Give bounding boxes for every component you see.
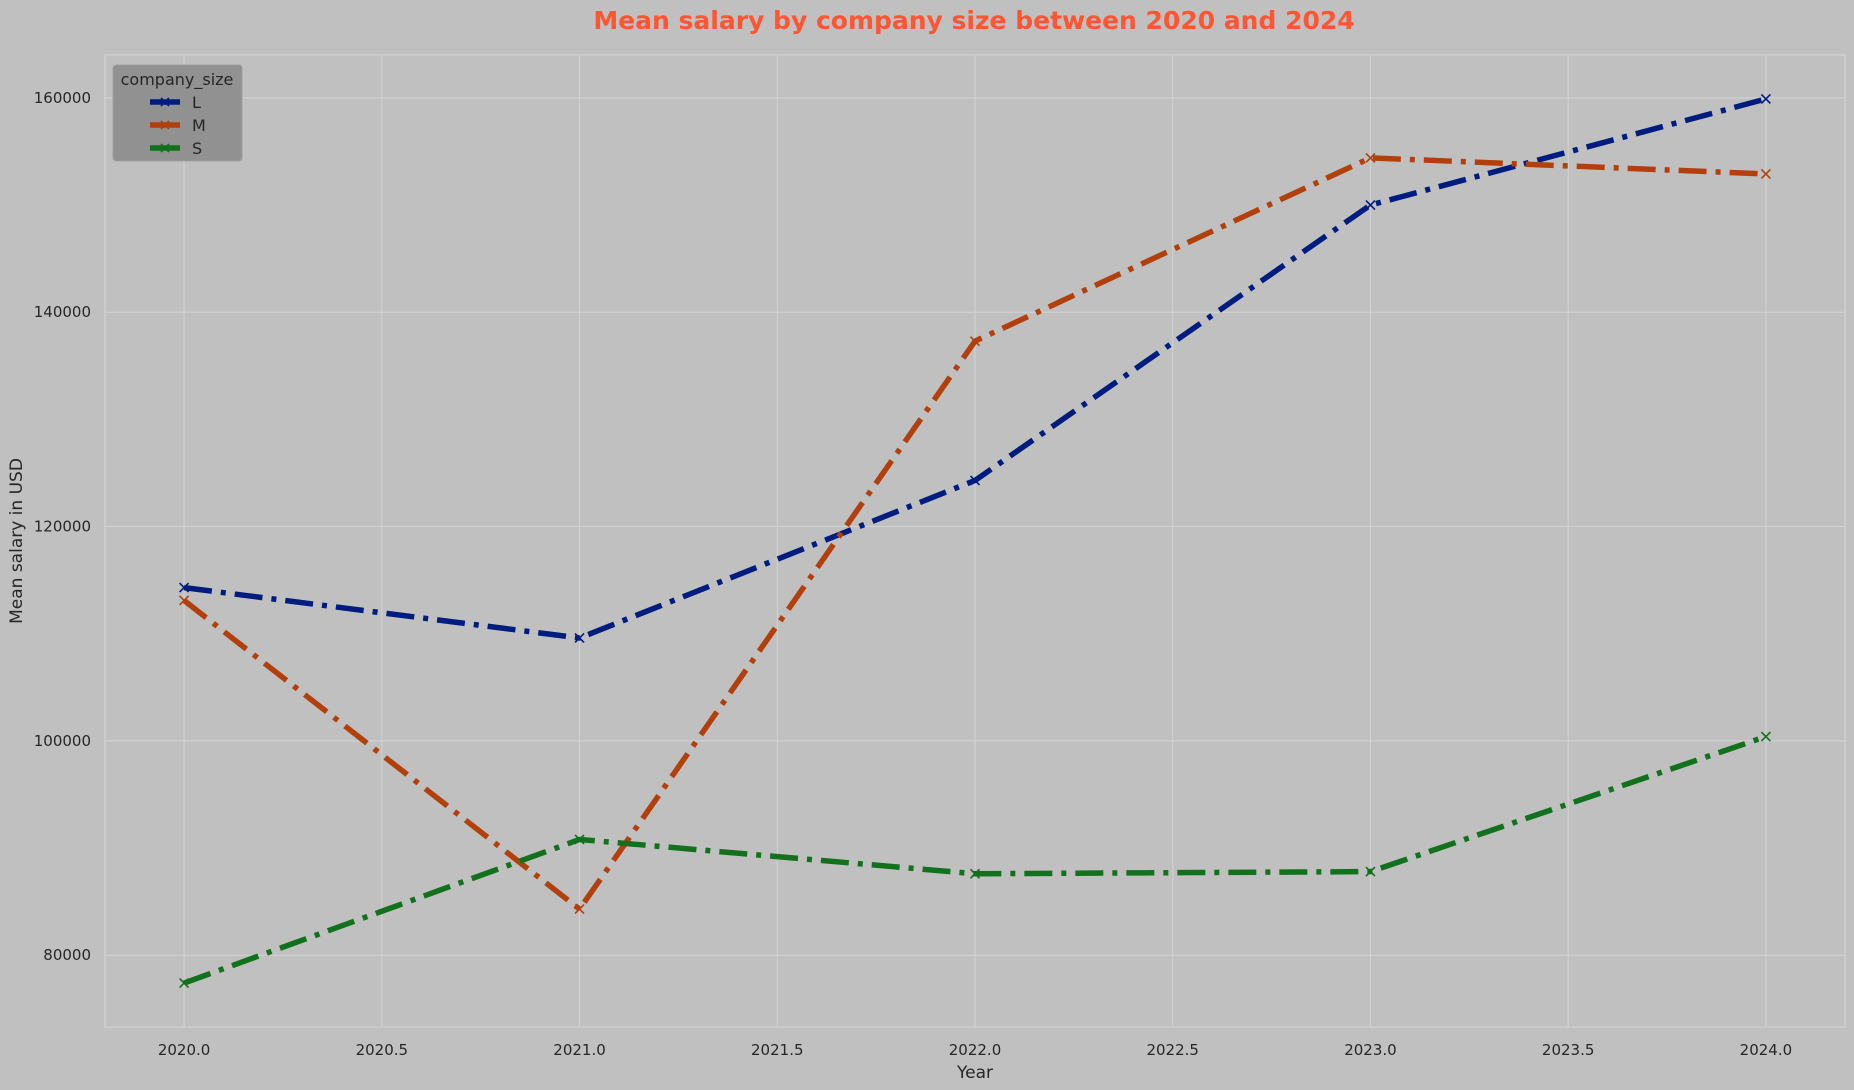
legend-title: company_size [121, 70, 234, 90]
legend-item-L: L [150, 93, 201, 112]
data-point [1365, 152, 1376, 163]
data-point [179, 977, 190, 989]
data-point [1760, 731, 1771, 742]
y-tick-label: 160000 [34, 89, 91, 107]
x-tick-label: 2022.5 [1146, 1041, 1199, 1059]
series-L [179, 93, 1771, 644]
x-tick-label: 2021.5 [751, 1041, 804, 1059]
data-point [1365, 199, 1376, 211]
x-tick-label: 2024.0 [1740, 1041, 1793, 1059]
x-tick-label: 2023.5 [1542, 1041, 1595, 1059]
legend-label: M [192, 116, 206, 135]
legend-label: L [192, 93, 201, 112]
data-point [969, 475, 981, 486]
x-tick-label: 2022.0 [949, 1041, 1002, 1059]
legend: company_size LMS [112, 64, 243, 162]
series-M [179, 152, 1771, 915]
data-point [969, 336, 981, 347]
y-axis-label: Mean salary in USD [7, 458, 27, 624]
data-point [1760, 168, 1771, 180]
data-point [1760, 93, 1771, 105]
x-tick-label: 2023.0 [1344, 1041, 1397, 1059]
y-tick-label: 100000 [34, 732, 91, 750]
data-point [574, 904, 585, 915]
legend-label: S [192, 139, 202, 158]
legend-box [112, 64, 243, 162]
series-S [179, 731, 1771, 989]
y-tick-label: 140000 [34, 303, 91, 321]
data-point [574, 632, 585, 644]
data-point [574, 834, 585, 845]
legend-item-S: S [150, 139, 202, 158]
chart-title: Mean salary by company size between 2020… [593, 6, 1354, 35]
data-point [1365, 866, 1376, 877]
data-point [179, 582, 190, 593]
data-point [969, 868, 981, 879]
x-tick-label: 2020.0 [158, 1041, 211, 1059]
x-axis-label: Year [956, 1063, 993, 1083]
y-tick-label: 80000 [43, 946, 91, 964]
x-tick-label: 2021.0 [553, 1041, 606, 1059]
y-tick-label: 120000 [34, 518, 91, 536]
legend-item-M: M [150, 116, 206, 135]
x-tick-label: 2020.5 [356, 1041, 409, 1059]
data-point [179, 595, 190, 606]
